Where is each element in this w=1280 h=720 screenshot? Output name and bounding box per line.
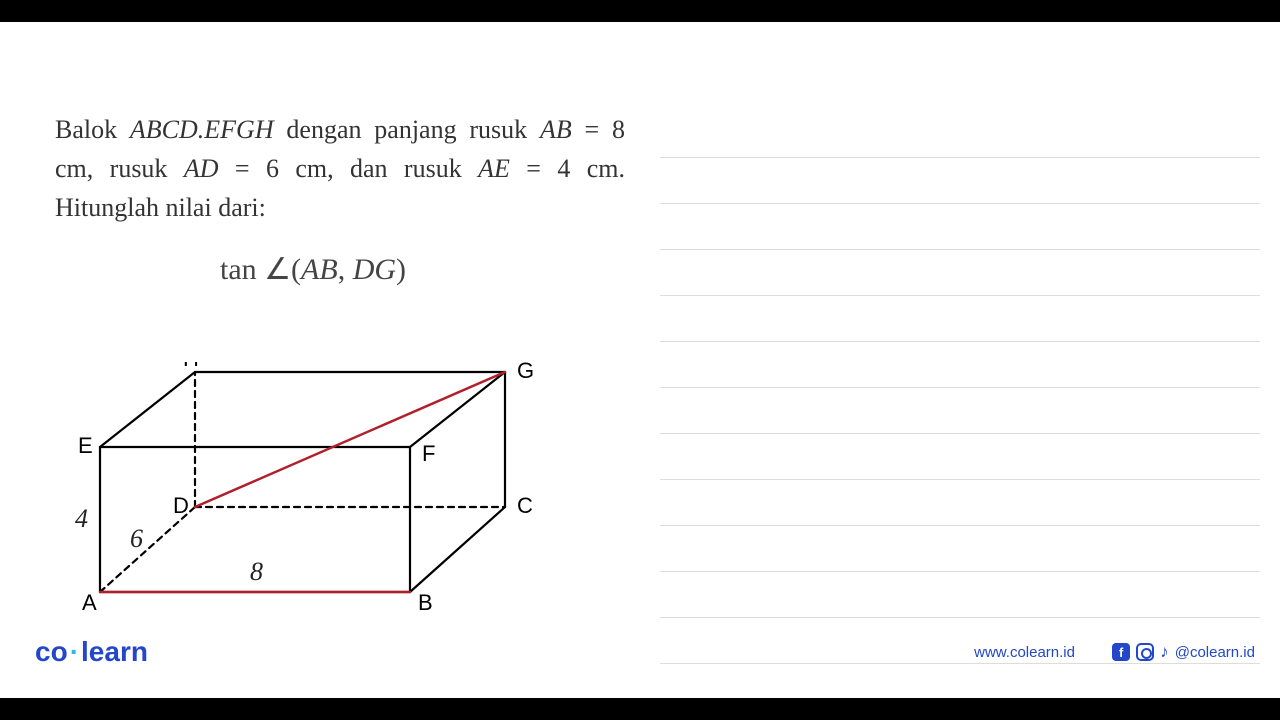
answer-line	[660, 112, 1260, 158]
facebook-icon: f	[1112, 643, 1130, 661]
problem-statement: Balok ABCD.EFGH dengan panjang rusuk AB …	[55, 110, 625, 227]
shape-name: ABCD.EFGH	[130, 115, 274, 144]
logo-learn: learn	[81, 636, 148, 667]
svg-text:B: B	[418, 590, 433, 615]
colearn-logo: co·learn	[35, 636, 148, 668]
svg-text:4: 4	[75, 504, 88, 533]
letterbox-top	[0, 0, 1280, 22]
answer-line	[660, 480, 1260, 526]
svg-text:D: D	[173, 493, 189, 518]
tan-text: tan ∠(	[220, 253, 301, 286]
answer-line	[660, 342, 1260, 388]
answer-line	[660, 296, 1260, 342]
footer-bar: co·learn www.colearn.id f ♪ @colearn.id	[0, 632, 1280, 672]
text-adval: = 6 cm, dan rusuk	[219, 154, 479, 183]
letterbox-bottom	[0, 698, 1280, 720]
svg-text:8: 8	[250, 557, 263, 586]
diagram-svg: A B C D E F G H 4 6 8	[70, 362, 550, 642]
social-handle: @colearn.id	[1175, 644, 1255, 661]
svg-text:E: E	[78, 433, 93, 458]
tiktok-icon: ♪	[1160, 642, 1169, 662]
svg-text:A: A	[82, 590, 97, 615]
answer-line	[660, 250, 1260, 296]
svg-text:F: F	[422, 441, 435, 466]
formula-dg: DG	[353, 253, 396, 286]
answer-line	[660, 572, 1260, 618]
edge-ad: AD	[184, 154, 219, 183]
formula-sep: ,	[338, 253, 353, 286]
formula-close: )	[396, 253, 406, 286]
answer-line	[660, 526, 1260, 572]
social-handles: f ♪ @colearn.id	[1112, 642, 1255, 662]
text-prefix: Balok	[55, 115, 130, 144]
formula-expression: tan ∠(AB, DG)	[220, 252, 406, 287]
edge-ab: AB	[540, 115, 572, 144]
text-mid1: dengan panjang rusuk	[274, 115, 540, 144]
svg-text:6: 6	[130, 524, 143, 553]
svg-text:H: H	[183, 362, 199, 371]
formula-ab: AB	[301, 253, 338, 286]
logo-co: co	[35, 636, 68, 667]
answer-lines-region	[660, 112, 1260, 664]
website-url: www.colearn.id	[974, 644, 1075, 661]
answer-line	[660, 434, 1260, 480]
logo-dot: ·	[70, 636, 79, 667]
answer-line	[660, 204, 1260, 250]
svg-text:C: C	[517, 493, 533, 518]
edge-ae: AE	[478, 154, 510, 183]
cuboid-diagram: A B C D E F G H 4 6 8	[70, 362, 550, 642]
answer-line	[660, 158, 1260, 204]
svg-text:G: G	[517, 362, 534, 383]
answer-line	[660, 388, 1260, 434]
main-content: Balok ABCD.EFGH dengan panjang rusuk AB …	[0, 22, 1280, 698]
instagram-icon	[1136, 643, 1154, 661]
